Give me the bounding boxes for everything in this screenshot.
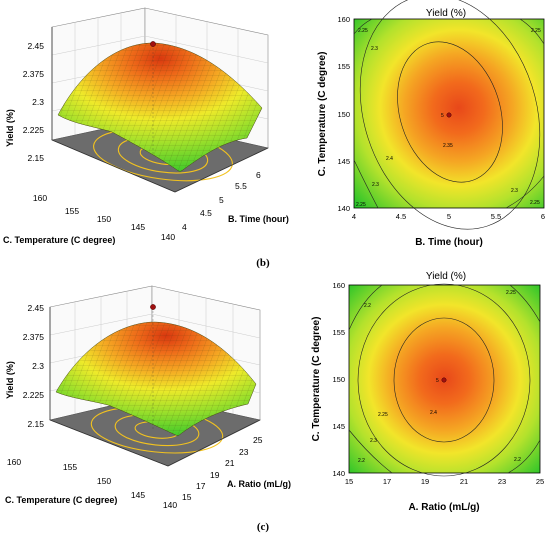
z-tick-b: 2.3 <box>32 97 44 107</box>
contour-label-c: 2.25 <box>378 412 388 418</box>
contour-label-c: 2.2 <box>358 458 365 464</box>
x-axis-label-c: A. Ratio (mL/g) <box>227 479 291 489</box>
contour-x-tick-c: 21 <box>460 477 468 486</box>
y-tick-b: 150 <box>97 214 111 224</box>
contour-y-tick-c: 155 <box>332 328 345 337</box>
x-tick-c: 15 <box>182 492 192 502</box>
contour-lines-c <box>348 283 541 477</box>
z-axis-label-b: Yield (%) <box>5 109 15 147</box>
contour-y-tick-c: 140 <box>332 469 345 478</box>
z-tick-b: 2.45 <box>27 41 44 51</box>
contour-y-tick-b: 150 <box>337 110 350 119</box>
contour-label-b: 2.25 <box>530 200 540 206</box>
contour-x-tick-c: 19 <box>421 477 429 486</box>
contour-y-tick-c: 145 <box>332 422 345 431</box>
x-tick-b: 4.5 <box>200 208 212 218</box>
contour-y-tick-b: 140 <box>337 204 350 213</box>
contour-x-label-c: A. Ratio (mL/g) <box>408 502 479 513</box>
center-point-c <box>441 377 447 383</box>
contour-label-c: 2.2 <box>514 457 521 463</box>
y-tick-c: 140 <box>163 500 177 510</box>
y-axis-label-c: C. Temperature (C degree) <box>5 495 117 505</box>
contour-x-tick-b: 6 <box>541 212 545 221</box>
center-point-b <box>446 112 452 118</box>
contour-x-tick-c: 23 <box>498 477 506 486</box>
contour-label-c: 2.2 <box>364 303 371 309</box>
contour-label-b: 2.25 <box>356 202 366 208</box>
x-tick-c: 23 <box>239 447 249 457</box>
contour-x-tick-b: 4.5 <box>396 212 406 221</box>
surface-max-point-b <box>150 41 156 47</box>
contour-label-b: 2.4 <box>386 156 393 162</box>
contour-x-label-b: B. Time (hour) <box>415 237 483 248</box>
surface-max-point-c <box>150 304 156 310</box>
contour-label-c: 2.25 <box>506 290 516 296</box>
contour-plot-b: Yield (%) 2.25 2.3 2.4 2.35 2.3 2.3 2.25… <box>317 0 545 248</box>
surface-plot-c: 2.45 2.375 2.3 2.225 2.15 Yield (%) 160 … <box>5 285 291 510</box>
y-tick-b: 160 <box>33 193 47 203</box>
contour-y-tick-b: 145 <box>337 157 350 166</box>
contour-x-tick-c: 15 <box>345 477 353 486</box>
contour-x-tick-b: 5 <box>447 212 451 221</box>
contour-y-tick-b: 155 <box>337 62 350 71</box>
z-tick-b: 2.375 <box>23 69 45 79</box>
x-tick-b: 4 <box>182 222 187 232</box>
panel-label-b: (b) <box>256 257 270 269</box>
y-tick-b: 155 <box>65 206 79 216</box>
z-tick-c: 2.3 <box>32 361 44 371</box>
contour-x-tick-c: 17 <box>383 477 391 486</box>
y-tick-c: 160 <box>7 457 21 467</box>
x-tick-b: 5.5 <box>235 181 247 191</box>
x-tick-c: 17 <box>196 481 206 491</box>
z-tick-c: 2.15 <box>27 419 44 429</box>
contour-y-label-b: C. Temperature (C degree) <box>317 52 328 177</box>
contour-x-tick-c: 25 <box>536 477 544 486</box>
contour-label-c: 2.4 <box>430 410 437 416</box>
contour-label-b: 2.35 <box>443 143 453 149</box>
z-axis-label-c: Yield (%) <box>5 361 15 399</box>
surface-plot-b: 2.45 2.375 2.3 2.225 2.15 Yield (%) 160 … <box>3 7 289 245</box>
contour-x-tick-b: 5.5 <box>491 212 501 221</box>
y-tick-c: 155 <box>63 462 77 472</box>
z-tick-c: 2.225 <box>23 390 45 400</box>
contour-y-tick-c: 160 <box>332 281 345 290</box>
contour-y-label-c: C. Temperature (C degree) <box>311 317 322 442</box>
contour-y-tick-c: 150 <box>332 375 345 384</box>
contour-x-tick-b: 4 <box>352 212 356 221</box>
x-tick-c: 19 <box>210 470 220 480</box>
x-tick-c: 21 <box>225 458 235 468</box>
center-label-c: 5 <box>436 378 439 384</box>
contour-plot-c: Yield (%) 2.2 2.25 2.25 2.3 2.4 2.2 2.2 … <box>311 271 544 513</box>
contour-title-c: Yield (%) <box>426 271 466 282</box>
center-label-b: 5 <box>441 113 444 119</box>
z-tick-b: 2.15 <box>27 153 44 163</box>
y-tick-b: 140 <box>161 232 175 242</box>
contour-label-c: 2.3 <box>370 438 377 444</box>
x-tick-b: 6 <box>256 170 261 180</box>
contour-label-b: 2.25 <box>531 28 541 34</box>
panel-label-c: (c) <box>257 521 270 533</box>
x-axis-label-b: B. Time (hour) <box>228 214 289 224</box>
contour-label-b: 2.3 <box>511 188 518 194</box>
contour-label-b: 2.3 <box>371 46 378 52</box>
contour-label-b: 2.3 <box>372 182 379 188</box>
z-tick-c: 2.375 <box>23 332 45 342</box>
y-tick-b: 145 <box>131 222 145 232</box>
contour-label-b: 2.25 <box>358 28 368 34</box>
contour-lines-b <box>353 0 545 230</box>
y-axis-label-b: C. Temperature (C degree) <box>3 235 115 245</box>
x-tick-c: 25 <box>253 435 263 445</box>
z-tick-b: 2.225 <box>23 125 45 135</box>
contour-title-b: Yield (%) <box>426 8 466 19</box>
z-tick-c: 2.45 <box>27 303 44 313</box>
y-tick-c: 145 <box>131 490 145 500</box>
contour-y-tick-b: 160 <box>337 15 350 24</box>
y-tick-c: 150 <box>97 476 111 486</box>
x-tick-b: 5 <box>219 195 224 205</box>
